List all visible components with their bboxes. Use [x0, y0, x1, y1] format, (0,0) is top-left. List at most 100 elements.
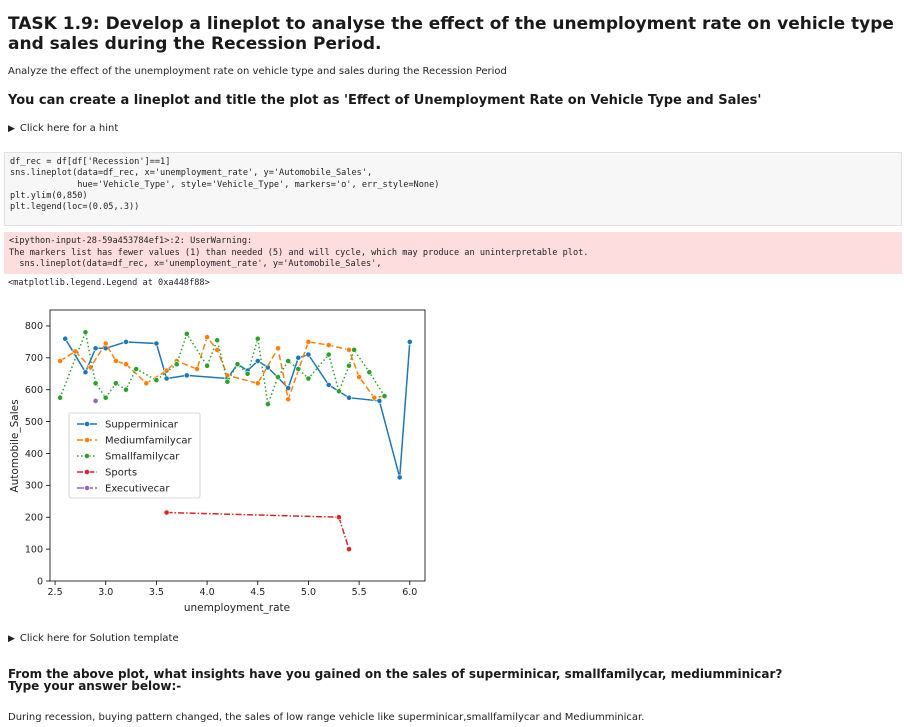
series-lines [57, 329, 413, 552]
chart-legend: Supperminicar Mediumfamilycar Smallfamilyc… [68, 412, 201, 499]
axes-frame [49, 309, 426, 582]
data-point [285, 396, 292, 403]
y-tick-label: 100 [25, 544, 43, 555]
code-line: plt.legend(loc=(0.05,.3)) [10, 202, 140, 213]
legend-marker [84, 485, 90, 491]
data-point [224, 378, 231, 385]
data-point [285, 358, 292, 364]
code-line: plt.ylim(0,850) [10, 190, 88, 201]
warning-line: <ipython-input-28-59a453784ef1>:2: UserW… [9, 236, 253, 246]
data-point [194, 366, 200, 372]
data-point [406, 339, 413, 345]
data-point [153, 340, 160, 347]
data-point [381, 393, 388, 399]
data-point [102, 340, 109, 347]
warning-output: <ipython-input-28-59a453784ef1>:2: UserW… [4, 232, 902, 274]
data-point [305, 351, 312, 358]
y-tick-label: 500 [25, 417, 43, 428]
data-point [153, 377, 160, 383]
data-point [325, 351, 332, 358]
question-heading: From the above plot, what insights have … [8, 668, 782, 692]
data-point [254, 358, 261, 364]
data-point [234, 361, 241, 368]
hint-toggle[interactable]: ▶ Click here for a hint [8, 123, 118, 134]
data-point [254, 380, 261, 387]
data-point [123, 386, 129, 393]
legend-item: Supperminicar [77, 420, 179, 431]
data-point [82, 369, 89, 376]
hint-label: Click here for a hint [19, 123, 119, 134]
warning-line: The markers list has fewer values (1) th… [9, 247, 589, 258]
y-tick-label: 700 [25, 353, 43, 364]
data-point [163, 509, 170, 516]
legend-label: Mediumfamilycar [105, 436, 192, 447]
data-point [57, 358, 63, 364]
legend-label: Executivecar [105, 484, 170, 495]
data-point [305, 339, 312, 345]
data-point [102, 394, 109, 401]
answer-text[interactable]: During recession, buying pattern changed… [8, 712, 645, 723]
y-tick-label: 600 [25, 385, 43, 396]
series-smallfamilycar [57, 329, 388, 408]
data-point [62, 335, 69, 342]
data-point [264, 401, 271, 407]
data-point [92, 380, 99, 387]
data-point [72, 348, 79, 355]
data-point [204, 362, 210, 369]
legend-marker [84, 469, 90, 475]
legend-item: Executivecar [77, 484, 170, 495]
data-point [92, 345, 99, 352]
solution-toggle[interactable]: ▶ Click here for Solution template [8, 633, 179, 644]
triangle-right-icon: ▶ [8, 124, 15, 134]
data-point [163, 367, 170, 374]
data-point [123, 339, 129, 345]
code-line: df_rec = df[df['Recession']==1] [10, 157, 171, 167]
triangle-right-icon: ▶ [8, 634, 15, 644]
series-sports [163, 509, 352, 552]
lineplot-chart: 2.5 3.0 3.5 4.0 4.5 5.0 5.5 6.0 0 100 200 300 400 500… [9, 309, 426, 614]
cell-output-text: <matplotlib.legend.Legend at 0xa448f88> [8, 278, 210, 288]
data-point [133, 366, 139, 372]
code-line: hue='Vehicle_Type', style='Vehicle_Type'… [10, 179, 440, 190]
data-point [371, 394, 378, 401]
warning-line: sns.lineplot(data=df_rec, x='unemploymen… [9, 259, 382, 269]
code-cell[interactable]: df_rec = df[df['Recession']==1] sns.linep… [4, 152, 902, 226]
data-point [351, 347, 357, 353]
data-point [204, 334, 210, 340]
data-point [183, 372, 190, 379]
legend-label: Sports [105, 468, 137, 479]
data-point [254, 335, 261, 342]
task-description: Analyze the effect of the unemployment r… [8, 66, 507, 77]
data-point [346, 394, 352, 401]
x-axis-label: unemployment_rate [184, 602, 290, 614]
x-tick-label: 3.0 [98, 587, 113, 598]
legend-item: Sports [77, 468, 137, 479]
data-point [285, 385, 292, 391]
y-tick-label: 300 [25, 481, 43, 492]
x-tick-label: 5.0 [301, 587, 316, 598]
y-tick-label: 200 [25, 513, 43, 524]
data-point [113, 380, 119, 387]
series-executivecar [92, 398, 99, 404]
x-tick-label: 2.5 [48, 587, 63, 598]
legend-marker [84, 421, 90, 427]
data-point [123, 361, 129, 368]
legend-item: Smallfamilycar [77, 452, 180, 463]
data-point [57, 394, 63, 401]
data-point [346, 546, 352, 552]
data-point [325, 342, 332, 348]
y-tick-label: 0 [37, 576, 43, 587]
series-line [59, 329, 386, 408]
legend-item: Mediumfamilycar [77, 436, 192, 447]
x-tick-label: 3.5 [149, 587, 164, 598]
x-tick-label: 6.0 [402, 587, 417, 598]
series-mediumfamilycar [57, 334, 388, 403]
legend-box [68, 412, 201, 499]
axis-ticks: 2.5 3.0 3.5 4.0 4.5 5.0 5.5 6.0 0 100 200 300 400 500… [25, 321, 417, 598]
code-line: sns.lineplot(data=df_rec, x='unemploymen… [10, 168, 373, 179]
data-point [143, 380, 150, 387]
data-point [244, 370, 251, 377]
data-point [275, 374, 281, 380]
data-point [356, 374, 362, 380]
data-point [183, 331, 190, 337]
